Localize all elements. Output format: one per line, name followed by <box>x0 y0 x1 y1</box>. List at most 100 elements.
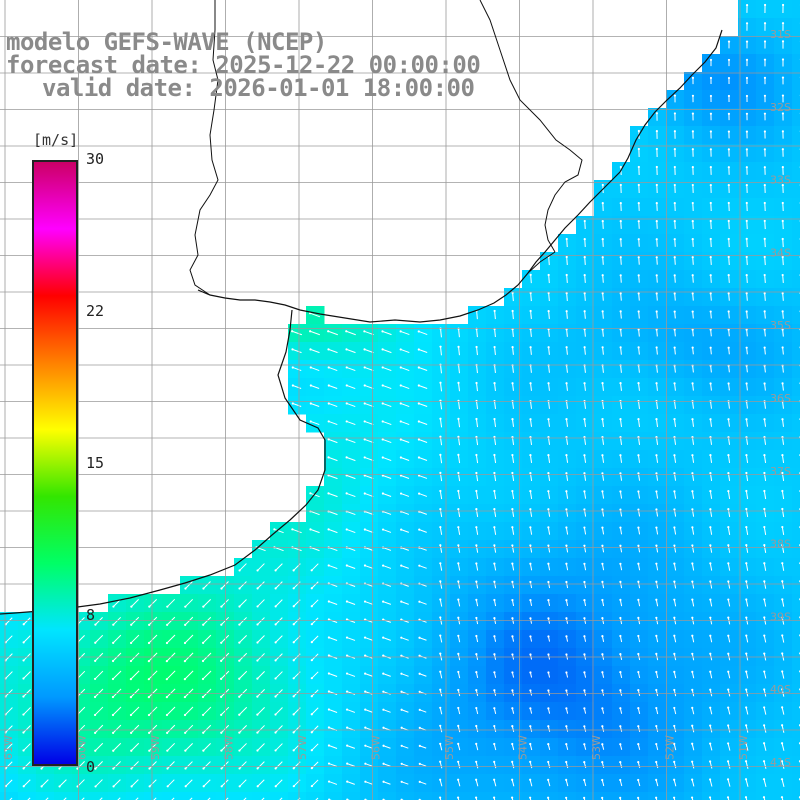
wind-speed-cell <box>792 450 800 469</box>
wind-arrow-head <box>184 731 187 734</box>
wind-arrow-head <box>493 526 496 529</box>
wind-arrow-head <box>583 274 586 277</box>
wind-arrow-head <box>727 292 730 295</box>
latitude-label: 32S <box>770 101 791 114</box>
wind-arrow <box>382 529 392 533</box>
wind-arrow <box>220 706 230 716</box>
wind-arrow <box>166 616 176 626</box>
wind-arrow-head <box>691 670 694 673</box>
wind-arrow <box>638 401 640 409</box>
wind-arrow <box>418 330 428 336</box>
wind-arrow-head <box>327 384 330 387</box>
wind-arrow-head <box>220 731 223 734</box>
wind-arrow-head <box>147 641 151 645</box>
wind-arrow-head <box>382 690 385 693</box>
wind-arrow-head <box>763 652 766 655</box>
wind-arrow <box>655 491 659 499</box>
wind-arrow-head <box>727 94 731 98</box>
wind-arrow <box>328 366 338 372</box>
wind-arrow <box>728 383 730 391</box>
wind-arrow <box>328 456 338 462</box>
wind-arrow <box>745 707 749 715</box>
wind-arrow <box>512 292 514 302</box>
wind-speed-cell <box>54 792 73 800</box>
wind-arrow-head <box>691 724 694 727</box>
wind-arrow-head <box>327 420 330 423</box>
wind-arrow-head <box>565 291 568 295</box>
wind-arrow <box>638 239 640 247</box>
wind-arrow-head <box>619 671 622 674</box>
longitude-label: 58W <box>223 735 236 760</box>
wind-arrow <box>745 689 749 697</box>
wind-arrow <box>764 347 766 355</box>
wind-arrow-head <box>601 616 604 620</box>
wind-arrow-head <box>583 544 586 547</box>
wind-arrow <box>727 743 731 751</box>
wind-arrow-head <box>619 616 622 620</box>
wind-arrow <box>656 257 658 265</box>
wind-arrow-head <box>709 508 712 511</box>
wind-arrow <box>710 311 712 319</box>
wind-arrow-head <box>709 328 712 331</box>
wind-arrow <box>727 797 730 800</box>
wind-arrow-head <box>327 654 331 657</box>
wind-arrow-head <box>601 417 604 421</box>
wind-arrow <box>148 634 158 644</box>
wind-arrow <box>548 292 550 302</box>
wind-arrow-head <box>148 749 151 752</box>
wind-arrow <box>292 403 302 407</box>
wind-arrow <box>475 797 478 800</box>
wind-arrow-head <box>727 255 730 259</box>
wind-arrow <box>530 401 532 409</box>
wind-arrow <box>709 671 713 679</box>
wind-arrow-head <box>363 330 366 333</box>
wind-arrow-head <box>745 183 748 187</box>
wind-arrow-head <box>780 760 784 763</box>
wind-arrow <box>439 527 443 535</box>
wind-arrow <box>728 419 730 427</box>
wind-arrow <box>239 617 247 625</box>
colorbar-unit-label: [m/s] <box>33 131 79 149</box>
wind-arrow <box>727 563 731 571</box>
wind-arrow-head <box>673 706 676 710</box>
wind-arrow-head <box>529 346 532 349</box>
wind-arrow-head <box>763 580 766 583</box>
wind-arrow <box>782 347 784 355</box>
wind-speed-cell <box>468 792 487 800</box>
wind-arrow-head <box>619 183 622 187</box>
wind-arrow-head <box>619 256 622 259</box>
wind-arrow-head <box>475 526 478 529</box>
wind-arrow <box>315 797 319 800</box>
wind-arrow <box>674 329 676 337</box>
wind-arrow-head <box>238 641 241 644</box>
wind-arrow <box>439 671 443 679</box>
wind-arrow <box>529 563 533 571</box>
wind-arrow <box>457 454 461 464</box>
wind-arrow <box>5 725 13 733</box>
wind-arrow-head <box>220 695 223 698</box>
wind-speed-cell <box>792 270 800 289</box>
wind-arrow <box>328 438 338 444</box>
wind-arrow-head <box>475 381 478 385</box>
wind-arrow-head <box>364 672 367 675</box>
title-forecast-date: forecast date: 2025-12-22 00:00:00 <box>6 51 481 79</box>
wind-arrow <box>346 474 356 480</box>
wind-arrow <box>512 310 514 320</box>
wind-arrow-head <box>310 731 313 734</box>
wind-arrow-head <box>673 454 676 457</box>
wind-arrow-head <box>457 652 460 655</box>
wind-arrow <box>440 364 442 374</box>
wind-arrow <box>746 256 748 266</box>
wind-arrow <box>238 724 248 734</box>
wind-arrow-head <box>673 346 676 349</box>
latitude-label: 35S <box>770 319 791 332</box>
wind-arrow-head <box>256 659 259 662</box>
wind-arrow-head <box>745 273 748 277</box>
wind-arrow <box>346 673 356 677</box>
wind-arrow <box>746 238 748 248</box>
wind-speed-cell <box>558 792 577 800</box>
wind-arrow-head <box>601 183 604 187</box>
wind-speed-cell <box>792 630 800 649</box>
wind-arrow-head <box>619 382 622 385</box>
